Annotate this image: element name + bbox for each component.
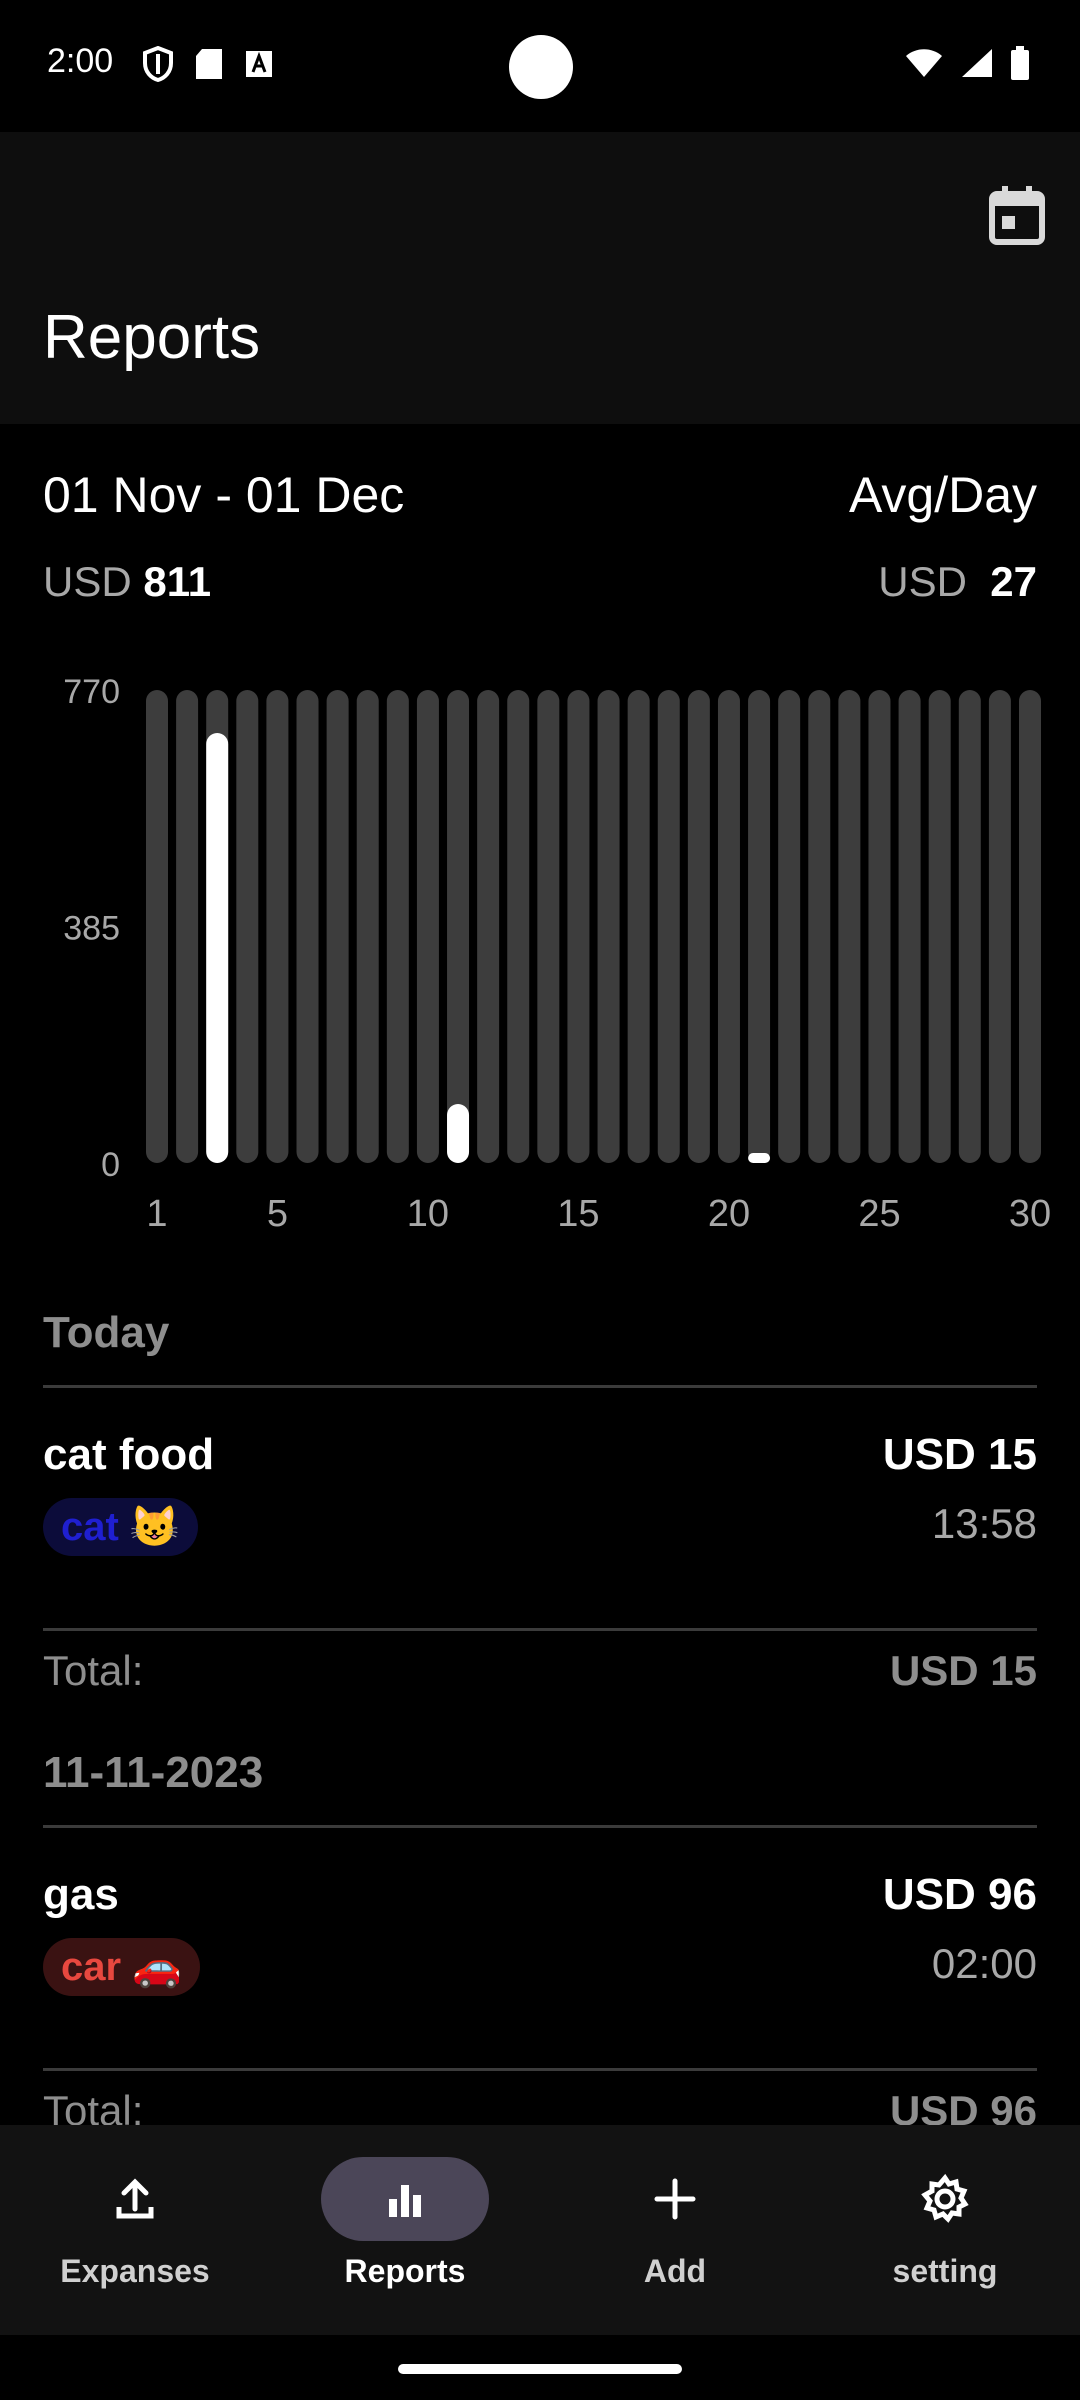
item-name: gas xyxy=(43,1870,119,1919)
x-tick-label: 20 xyxy=(708,1193,750,1235)
bar-track xyxy=(778,690,801,1163)
group-date-header: 11-11-2023 xyxy=(43,1748,264,1797)
x-tick-label: 10 xyxy=(407,1193,449,1235)
item-time: 13:58 xyxy=(931,1500,1037,1547)
text-a-icon xyxy=(246,51,272,77)
group-total-amount: USD 15 xyxy=(889,1647,1037,1694)
x-tick-label: 1 xyxy=(146,1193,167,1235)
avg-per-day-label: Avg/Day xyxy=(848,467,1037,523)
bar-track xyxy=(416,690,439,1163)
nav-item-expanses[interactable]: Expanses xyxy=(0,2125,270,2335)
front-camera xyxy=(509,35,573,99)
x-tick-label: 25 xyxy=(858,1193,900,1235)
status-bar: 2:00 xyxy=(0,0,1080,132)
bar-track xyxy=(868,690,891,1163)
bar-track xyxy=(477,690,500,1163)
x-tick-label: 30 xyxy=(1009,1193,1051,1235)
sd-card-icon xyxy=(196,49,222,79)
nav-label: Expanses xyxy=(60,2253,210,2289)
bar-track xyxy=(507,690,530,1163)
bar-track xyxy=(386,690,409,1163)
bar-track xyxy=(597,690,620,1163)
bar-track xyxy=(176,690,199,1163)
signal-icon xyxy=(962,49,992,77)
bar-track xyxy=(537,690,560,1163)
bar-track xyxy=(988,690,1011,1163)
bar-track xyxy=(958,690,981,1163)
total-currency: USD xyxy=(43,558,132,605)
bar-track xyxy=(296,690,319,1163)
bar-track xyxy=(326,690,349,1163)
wifi-icon xyxy=(906,49,942,77)
avg-currency: USD xyxy=(878,558,967,605)
nav-label: Reports xyxy=(344,2253,466,2289)
bar-track xyxy=(447,690,470,1163)
x-tick-label: 5 xyxy=(267,1193,288,1235)
item-amount: USD 96 xyxy=(882,1870,1037,1919)
bar-track xyxy=(748,690,771,1163)
bar-day-11[interactable] xyxy=(447,1104,470,1163)
bar-track xyxy=(627,690,650,1163)
nav-item-setting[interactable]: setting xyxy=(810,2125,1080,2335)
page-title: Reports xyxy=(43,303,261,372)
bar-track xyxy=(808,690,831,1163)
date-range[interactable]: 01 Nov - 01 Dec xyxy=(43,467,405,523)
bar-track xyxy=(1019,690,1041,1163)
bar-track xyxy=(266,690,289,1163)
battery-icon xyxy=(1011,46,1029,80)
nav-label: setting xyxy=(892,2253,998,2289)
nav-item-add[interactable]: Add xyxy=(540,2125,810,2335)
app-bar: Reports xyxy=(0,132,1080,424)
bar-track xyxy=(687,690,710,1163)
total-amount: USD 811 xyxy=(43,558,211,606)
bar-day-3[interactable] xyxy=(206,733,229,1163)
y-tick-label: 770 xyxy=(63,673,120,711)
calendar-icon xyxy=(989,186,1045,245)
bar-track xyxy=(928,690,951,1163)
bar-track xyxy=(567,690,590,1163)
divider xyxy=(43,1385,1037,1388)
group-date-header: Today xyxy=(43,1308,170,1357)
item-time: 02:00 xyxy=(931,1940,1037,1987)
plus-icon xyxy=(654,2178,696,2220)
bar-chart-icon xyxy=(389,2185,421,2217)
status-time: 2:00 xyxy=(47,42,114,80)
shield-icon xyxy=(143,46,173,82)
upload-icon xyxy=(116,2178,154,2219)
x-tick-label: 15 xyxy=(557,1193,599,1235)
divider xyxy=(43,2068,1037,2071)
divider xyxy=(43,1825,1037,1828)
nav-label: Add xyxy=(643,2253,707,2289)
total-value: 811 xyxy=(143,558,212,605)
bar-track xyxy=(356,690,379,1163)
group-total-label: Total: xyxy=(43,1647,144,1694)
avg-value: 27 xyxy=(990,558,1037,605)
item-amount: USD 15 xyxy=(882,1430,1037,1479)
bar-track xyxy=(236,690,259,1163)
home-indicator[interactable] xyxy=(398,2364,682,2374)
bar-track xyxy=(898,690,921,1163)
bar-track xyxy=(838,690,861,1163)
category-tag: car 🚗 xyxy=(43,1938,200,1996)
list-item[interactable]: gas USD 96 car 🚗 02:00 xyxy=(43,1870,1037,2020)
gear-icon xyxy=(921,2173,969,2223)
y-tick-label: 385 xyxy=(63,910,120,948)
bar-track xyxy=(717,690,740,1163)
category-tag: cat 😺 xyxy=(43,1498,198,1556)
bar-day-21[interactable] xyxy=(748,1153,771,1163)
status-notification-icons xyxy=(142,46,274,82)
item-name: cat food xyxy=(43,1430,215,1479)
divider xyxy=(43,1628,1037,1631)
y-tick-label: 0 xyxy=(101,1146,120,1184)
calendar-button[interactable] xyxy=(984,182,1050,248)
list-item[interactable]: cat food USD 15 cat 😺 13:58 xyxy=(43,1430,1037,1580)
nav-item-reports[interactable]: Reports xyxy=(270,2125,540,2335)
avg-amount: USD 27 xyxy=(878,558,1037,606)
bar-track xyxy=(657,690,680,1163)
status-system-icons xyxy=(904,46,1030,80)
bar-track xyxy=(146,690,168,1163)
bottom-navigation: Expanses Reports Add setting xyxy=(0,2125,1080,2335)
